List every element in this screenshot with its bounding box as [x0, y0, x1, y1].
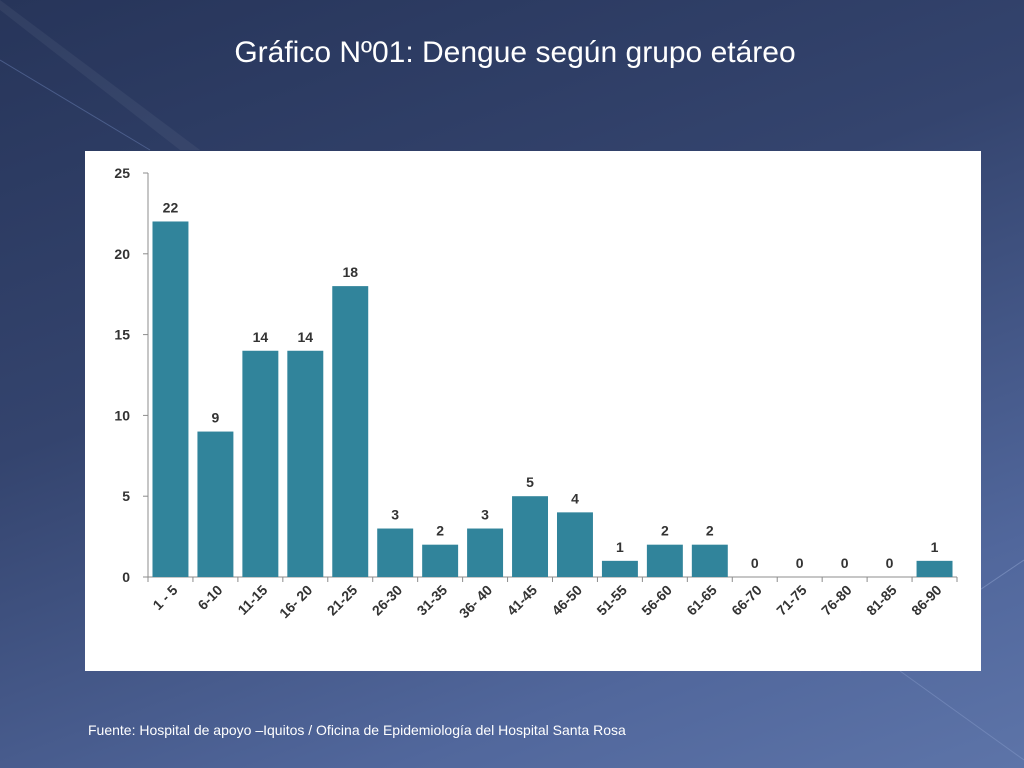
bar: [556, 512, 593, 577]
y-tick-label: 10: [114, 407, 130, 423]
y-tick-label: 15: [114, 327, 130, 343]
bar: [916, 560, 953, 577]
data-label: 2: [661, 523, 669, 539]
x-tick-label: 61-65: [683, 582, 720, 619]
bar: [512, 496, 549, 577]
bar: [197, 431, 234, 577]
x-tick-label: 11-15: [234, 582, 270, 618]
bar: [467, 528, 504, 577]
data-label: 5: [526, 474, 534, 490]
y-tick-label: 0: [122, 569, 130, 585]
slide-title: Gráfico Nº01: Dengue según grupo etáreo: [234, 36, 796, 69]
x-tick-label: 66-70: [728, 582, 765, 619]
bar: [242, 350, 279, 577]
data-label: 0: [841, 555, 849, 571]
bar: [332, 286, 369, 577]
data-label: 1: [616, 539, 624, 555]
x-tick-label: 16- 20: [276, 582, 316, 622]
data-label: 3: [481, 507, 489, 523]
bar: [601, 560, 638, 577]
data-label: 22: [163, 199, 179, 215]
bar: [287, 350, 324, 577]
x-tick-label: 21-25: [324, 582, 361, 619]
data-label: 3: [391, 507, 399, 523]
x-tick-label: 86-90: [908, 582, 945, 619]
data-label: 0: [796, 555, 804, 571]
data-label: 14: [253, 329, 269, 345]
x-tick-label: 56-60: [638, 582, 675, 619]
chart-panel: 0 5 10 15 20 25 22 1 - 5 9 6-10 14 11-15 14 16- 20 18 2…: [85, 151, 981, 671]
source-note: Fuente: Hospital de apoyo –Iquitos / Ofi…: [88, 722, 626, 738]
x-tick-label: 31-35: [414, 582, 451, 619]
data-label: 0: [751, 555, 759, 571]
y-tick-label: 25: [114, 165, 130, 181]
bar: [152, 221, 189, 577]
data-label: 0: [886, 555, 894, 571]
data-label: 18: [342, 264, 358, 280]
bar: [646, 544, 683, 577]
x-tick-label: 41-45: [504, 582, 541, 619]
y-tick-label: 20: [114, 246, 130, 262]
bar: [691, 544, 728, 577]
x-tick-label: 76-80: [818, 582, 855, 619]
x-tick-label: 51-55: [593, 582, 630, 619]
x-tick-label: 6-10: [194, 582, 225, 613]
x-tick-label: 81-85: [863, 582, 900, 619]
data-label: 2: [706, 523, 714, 539]
data-label: 14: [298, 329, 314, 345]
x-tick-label: 46-50: [548, 582, 585, 619]
data-label: 4: [571, 490, 579, 506]
x-tick-label: 1 - 5: [149, 582, 180, 613]
y-tick-label: 5: [122, 488, 130, 504]
bar: [377, 528, 414, 577]
bar: [422, 544, 459, 577]
x-tick-label: 26-30: [369, 582, 406, 619]
x-tick-label: 36- 40: [456, 582, 496, 622]
data-label: 9: [212, 410, 220, 426]
data-label: 1: [931, 539, 939, 555]
data-label: 2: [436, 523, 444, 539]
x-tick-label: 71-75: [773, 582, 810, 619]
